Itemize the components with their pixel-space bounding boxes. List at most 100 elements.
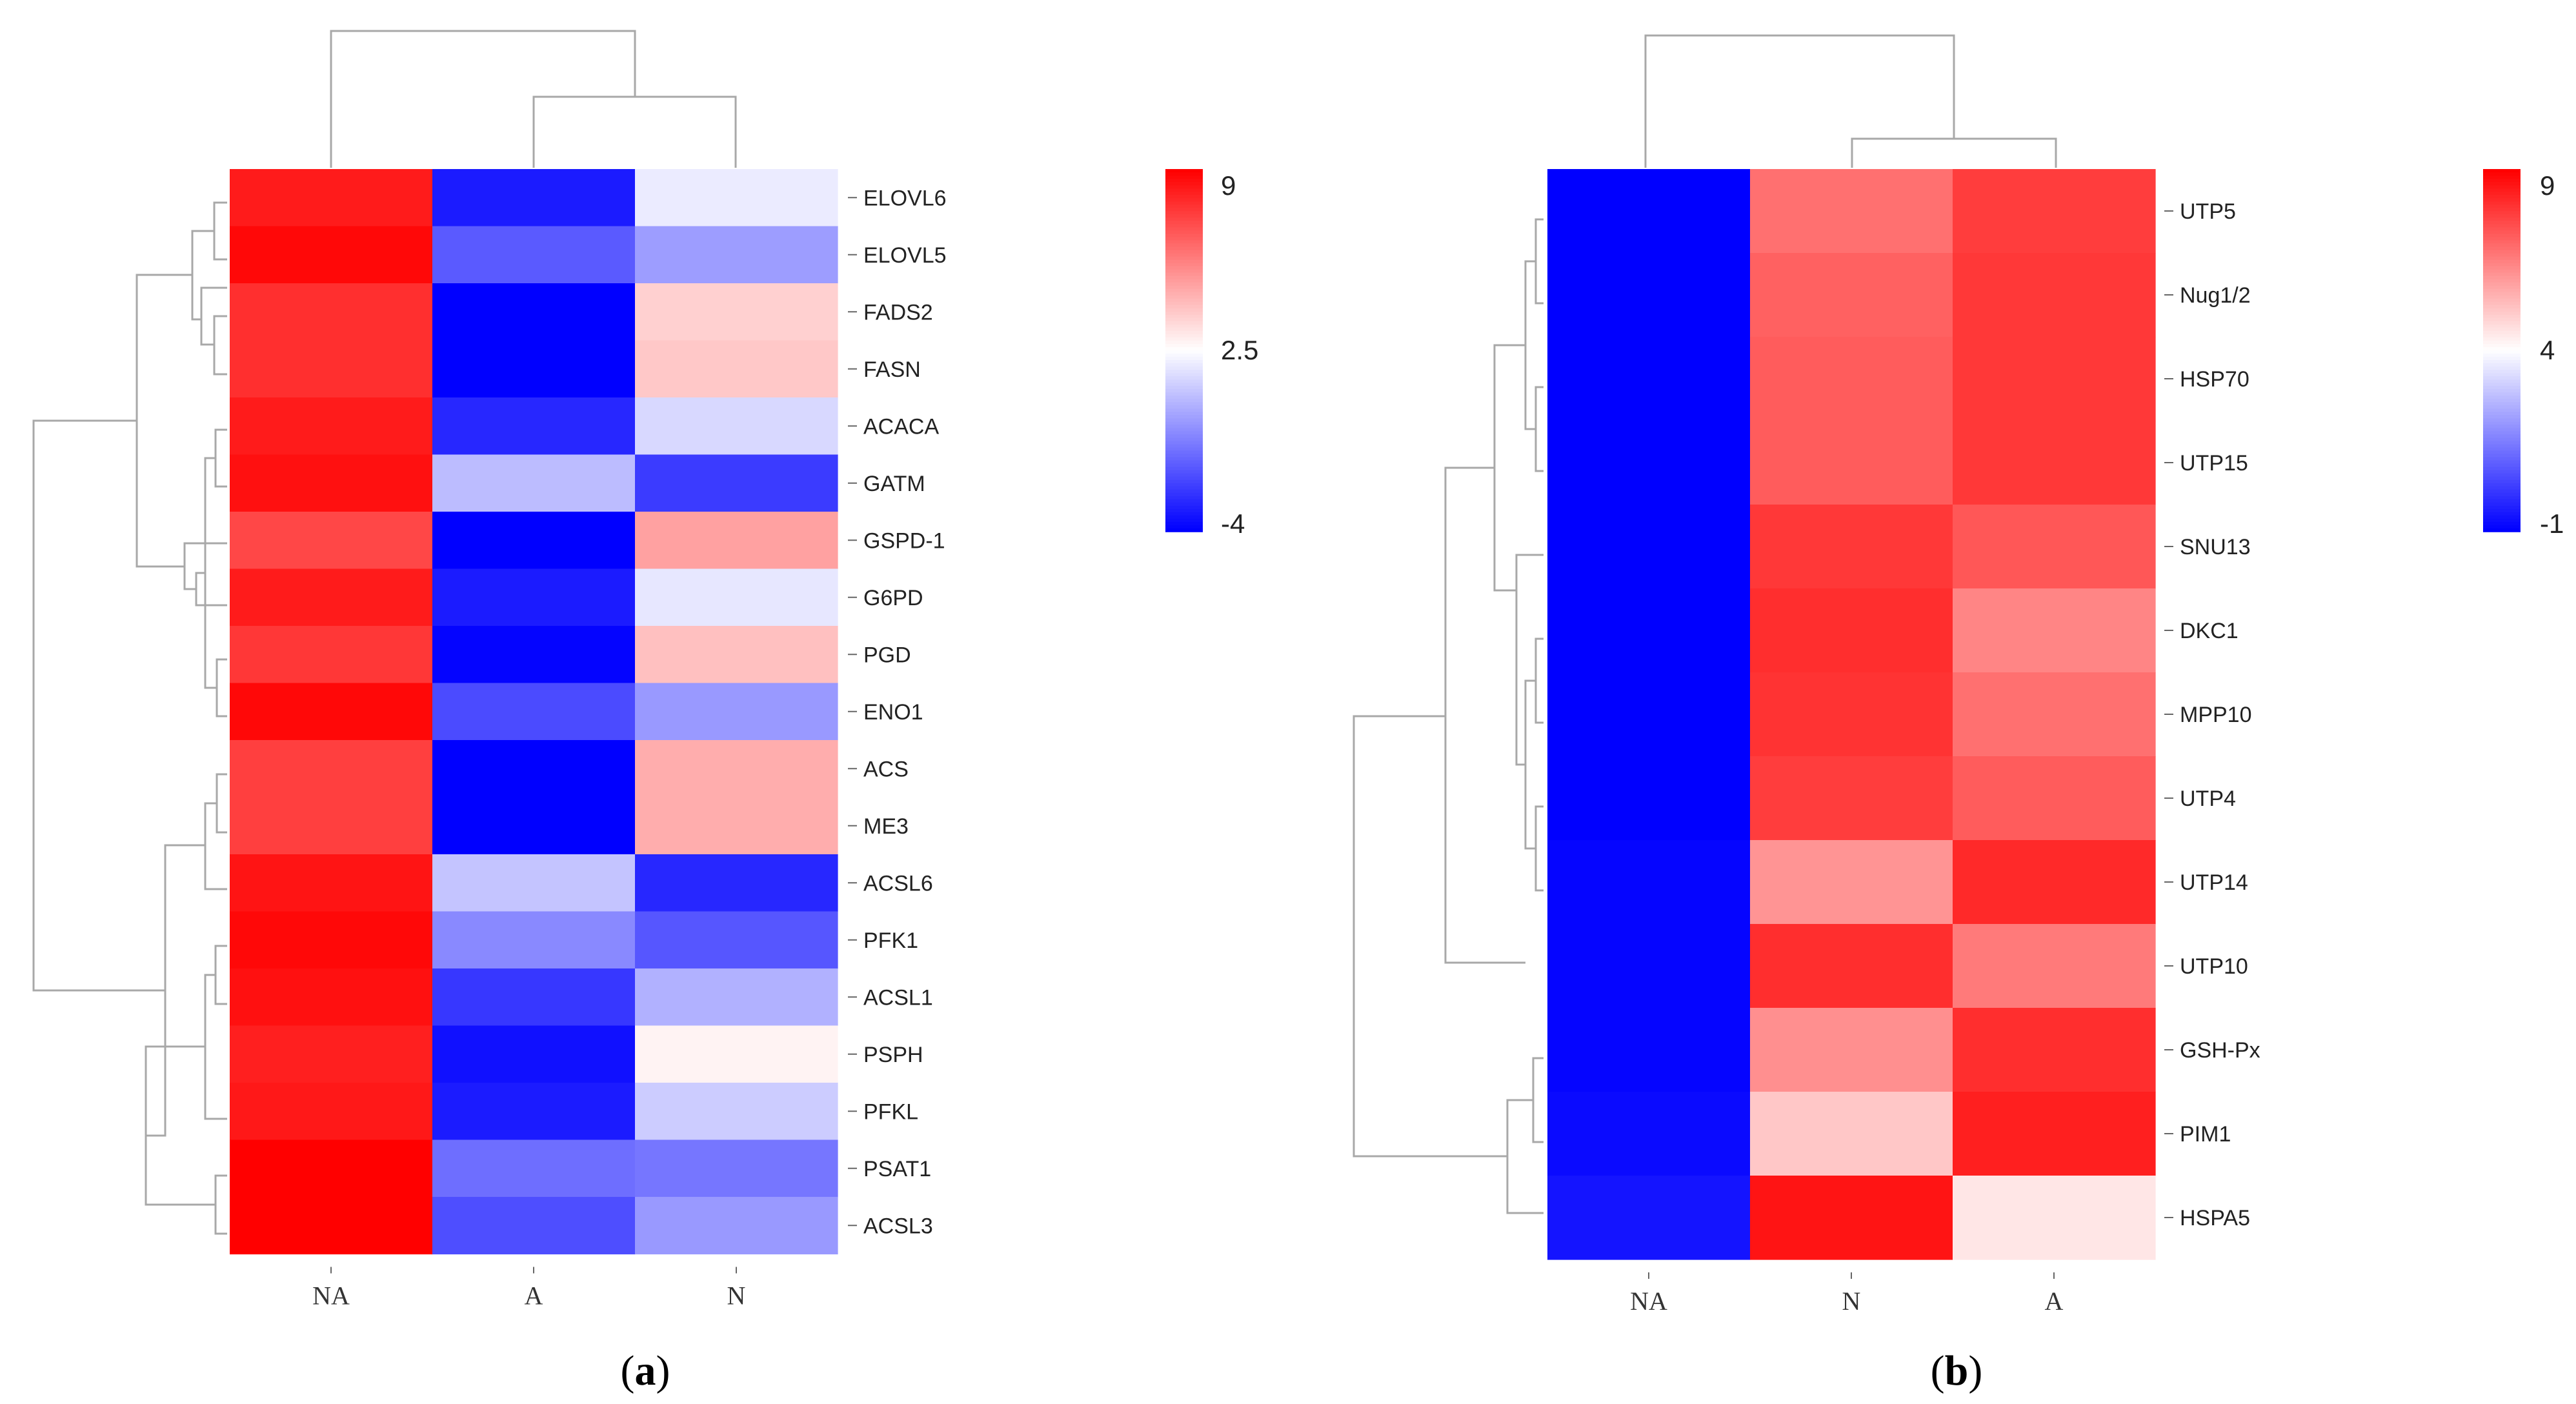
cell-PSPH-A (432, 1025, 636, 1083)
colorbar-step (2483, 301, 2521, 306)
colorbar-step (2483, 340, 2521, 345)
colorbar-step (2483, 214, 2521, 219)
colorbar-step (2483, 243, 2521, 248)
cell-ACSL1-A (432, 968, 636, 1027)
column-labels-a: NA A N (312, 1267, 745, 1310)
colorbar-step (1165, 201, 1203, 205)
colorbar-step (2483, 489, 2521, 494)
cell-UTP10-N (1750, 924, 1953, 1008)
colorbar-step (2483, 502, 2521, 506)
colorbar-step (1165, 298, 1203, 303)
colorbar-step (1165, 276, 1203, 280)
colorbar-step (2483, 425, 2521, 429)
colorbar-step (1165, 176, 1203, 179)
colorbar-step (2483, 389, 2521, 394)
column-label: N (1842, 1287, 1861, 1316)
colorbar-step (1165, 346, 1203, 351)
colorbar-step (1165, 521, 1203, 526)
row-label: UTP5 (2180, 199, 2236, 224)
row-label: ELOVL5 (863, 243, 947, 268)
colorbar-step (2483, 399, 2521, 403)
colorbar-step (2483, 221, 2521, 225)
cell-ENO1-A (432, 683, 636, 741)
colorbar-step (1165, 486, 1203, 490)
colorbar-step (1165, 389, 1203, 394)
colorbar-step (1165, 227, 1203, 232)
row-label: HSP70 (2180, 367, 2249, 392)
cell-PGD-NA (230, 626, 433, 684)
colorbar-step (2483, 366, 2521, 370)
cell-GSPD-1-N (635, 512, 838, 570)
colorbar-step (1165, 357, 1203, 361)
cell-SNU13-NA (1547, 505, 1751, 589)
colorbar-step (1165, 425, 1203, 429)
cell-ELOVL5-N (635, 226, 838, 284)
colorbar-step (1165, 518, 1203, 523)
colorbar-step (2483, 473, 2521, 477)
cell-ME3-NA (230, 797, 433, 855)
colorbar-step (1165, 515, 1203, 519)
colorbar-step (2483, 305, 2521, 309)
colorbar-step (2483, 360, 2521, 364)
cell-ACS-A (432, 740, 636, 798)
cell-PIM1-NA (1547, 1092, 1751, 1176)
cell-UTP5-NA (1547, 169, 1751, 254)
colorbar-step (2483, 373, 2521, 377)
row-label: SNU13 (2180, 535, 2251, 559)
cell-PSPH-N (635, 1025, 838, 1083)
row-label: PIM1 (2180, 1122, 2231, 1147)
colorbar-step (2483, 276, 2521, 280)
colorbar-step (1165, 188, 1203, 192)
colorbar-step (1165, 198, 1203, 202)
colorbar-step (1165, 383, 1203, 386)
colorbar-step (2483, 418, 2521, 423)
row-label: GSH-Px (2180, 1038, 2260, 1063)
row-label: PGD (863, 643, 911, 667)
cell-UTP15-NA (1547, 421, 1751, 505)
colorbar-step (2483, 337, 2521, 341)
cell-ACACA-NA (230, 397, 433, 456)
row-label: UTP15 (2180, 451, 2248, 476)
row-label: ME3 (863, 814, 909, 839)
colorbar-step (1165, 314, 1203, 319)
colorbar-step (1165, 337, 1203, 341)
cell-PFKL-A (432, 1083, 636, 1141)
colorbar-tick-label: 4 (2540, 335, 2555, 365)
row-label: GSPD-1 (863, 528, 945, 553)
cell-HSPA5-N (1750, 1176, 1953, 1260)
colorbar-step (2483, 479, 2521, 484)
colorbar-step (2483, 518, 2521, 523)
colorbar-step (2483, 279, 2521, 283)
colorbar-step (1165, 340, 1203, 345)
cell-HSPA5-NA (1547, 1176, 1751, 1260)
colorbar-step (1165, 508, 1203, 513)
colorbar-step (1165, 343, 1203, 348)
colorbar-step (2483, 421, 2521, 426)
colorbar-step (1165, 205, 1203, 209)
cell-ACSL6-NA (230, 854, 433, 912)
cell-GSPD-1-A (432, 512, 636, 570)
colorbar-step (1165, 405, 1203, 410)
colorbar-step (1165, 437, 1203, 442)
row-label: ACSL3 (863, 1214, 933, 1238)
cell-GATM-NA (230, 454, 433, 512)
colorbar-step (1165, 240, 1203, 245)
colorbar-tick-label: 2.5 (1221, 335, 1258, 365)
cell-Nug1/2-NA (1547, 253, 1751, 337)
colorbar-step (1165, 412, 1203, 416)
cell-UTP4-A (1953, 756, 2156, 841)
colorbar-step (1165, 285, 1203, 290)
colorbar-step (2483, 298, 2521, 303)
cell-HSP70-A (1953, 337, 2156, 421)
cell-PFKL-N (635, 1083, 838, 1141)
cell-GSH-Px-A (1953, 1008, 2156, 1092)
colorbar-step (2483, 192, 2521, 196)
colorbar-step (2483, 282, 2521, 286)
colorbar-step (2483, 346, 2521, 351)
colorbar-step (1165, 169, 1203, 173)
cell-SNU13-A (1953, 505, 2156, 589)
colorbar-step (2483, 250, 2521, 254)
colorbar-step (1165, 399, 1203, 403)
colorbar-step (1165, 292, 1203, 296)
colorbar-step (2483, 515, 2521, 519)
